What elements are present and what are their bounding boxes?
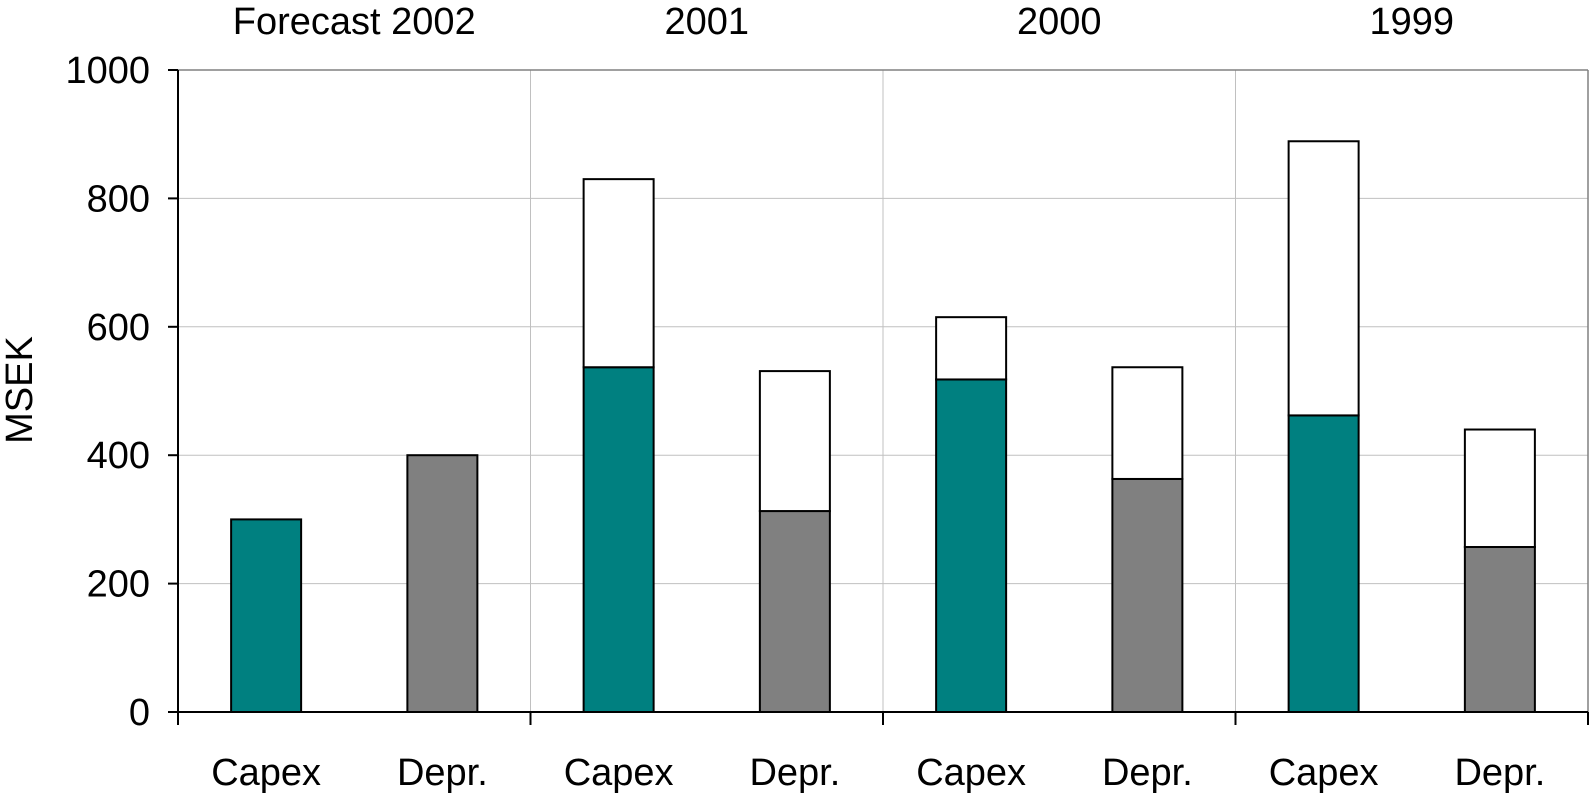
bar-capex-top xyxy=(582,178,655,369)
y-tick-label: 800 xyxy=(87,178,150,220)
bar-capex-base xyxy=(230,518,303,714)
x-tick-label: Capex xyxy=(1269,752,1379,794)
x-tick-label: Depr. xyxy=(749,752,840,794)
group-label: Forecast 2002 xyxy=(233,1,476,43)
x-tick-label: Depr. xyxy=(1102,752,1193,794)
x-tick-label: Depr. xyxy=(1454,752,1545,794)
bar-depr-base xyxy=(758,510,831,713)
bar-capex-base xyxy=(1287,414,1360,713)
y-tick-label: 600 xyxy=(87,307,150,349)
bar-capex-top xyxy=(1287,140,1360,417)
bar-capex-base xyxy=(582,366,655,713)
y-tick-label: 400 xyxy=(87,435,150,477)
x-tick-label: Capex xyxy=(211,752,321,794)
x-tick-label: Depr. xyxy=(397,752,488,794)
y-tick-label: 200 xyxy=(87,564,150,606)
group-label: 2001 xyxy=(664,1,749,43)
bar-depr-top xyxy=(1111,366,1184,480)
x-tick-label: Capex xyxy=(564,752,674,794)
y-tick-label: 1000 xyxy=(65,50,150,92)
bar-depr-base xyxy=(406,454,479,713)
group-label: 2000 xyxy=(1017,1,1102,43)
x-tick-label: Capex xyxy=(916,752,1026,794)
labels: Capex Depr. Capex Depr. Capex Depr. Capex Depr.… xyxy=(65,1,1545,794)
bar-capex-base xyxy=(935,378,1008,713)
axes xyxy=(168,69,1589,725)
group-label: 1999 xyxy=(1369,1,1454,43)
y-axis-title: MSEK xyxy=(0,336,41,444)
bar-depr-top xyxy=(758,370,831,513)
bar-depr-base xyxy=(1463,546,1536,713)
bar-depr-base xyxy=(1111,477,1184,714)
bar-capex-top xyxy=(935,316,1008,381)
grid xyxy=(178,69,1589,712)
y-tick-label: 0 xyxy=(129,692,150,734)
bar-depr-top xyxy=(1463,428,1536,549)
